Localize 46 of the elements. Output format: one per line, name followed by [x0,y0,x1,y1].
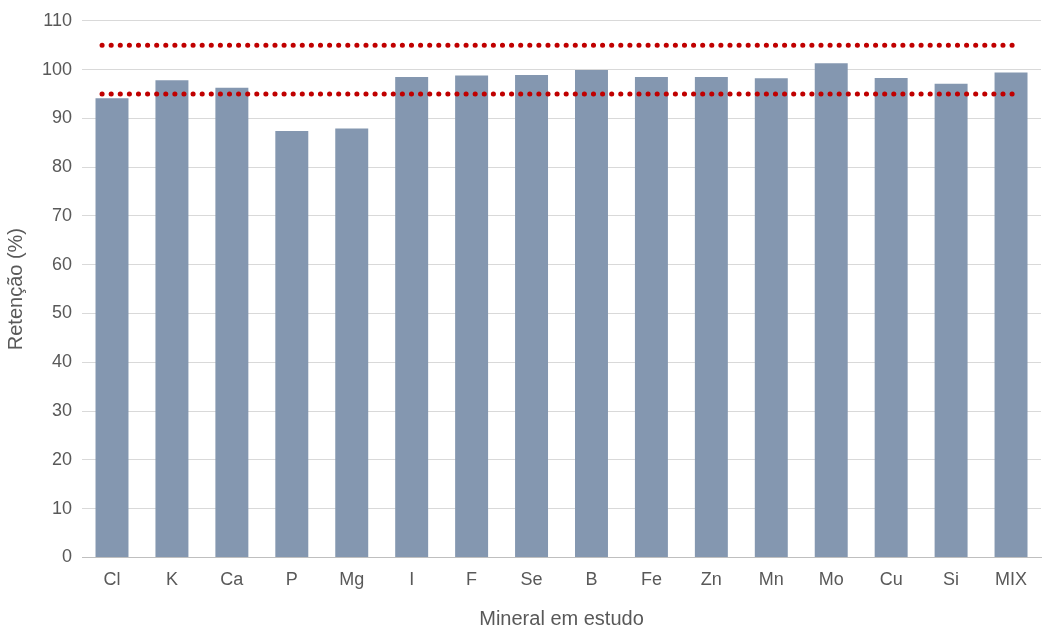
x-tick-label: P [285,569,298,590]
y-tick-label: 110 [43,9,73,30]
y-tick-label: 10 [52,497,73,518]
x-tick-label: K [165,569,178,590]
x-axis-title: Mineral em estudo [479,606,644,629]
x-tick-label: Mo [818,569,844,590]
y-tick-label: 60 [52,253,73,274]
y-tick-label: 30 [52,400,73,421]
x-tick-label: Ca [220,569,245,590]
y-tick-label: 70 [52,204,73,225]
bar [455,75,489,557]
x-tick-label: F [466,569,478,590]
x-tick-label: Cu [879,569,903,590]
bar [155,80,189,557]
x-tick-label: B [585,569,598,590]
y-tick-label: 40 [52,351,73,372]
bar [754,78,788,557]
x-tick-label: MIX [995,569,1028,590]
bar [575,70,608,557]
y-tick-label: 50 [52,302,73,323]
y-tick-label: 0 [62,546,73,567]
x-tick-label: I [409,569,415,590]
bar [395,76,429,557]
bar [994,72,1028,557]
x-tick-label: Mn [758,569,784,590]
bar [694,76,728,557]
y-tick-label: 90 [52,107,73,128]
bar [814,63,848,557]
bar [515,74,549,557]
y-tick-label: 80 [52,156,73,177]
y-tick-label: 100 [41,58,73,79]
bar [335,128,369,557]
bar [275,131,309,557]
x-tick-label: Fe [640,569,662,590]
x-tick-label: Cl [103,569,121,590]
y-axis-title: Retenção (%) [3,227,26,351]
x-tick-label: Zn [700,569,722,590]
bar [215,87,249,557]
bar [95,98,129,557]
bar [934,83,968,557]
x-tick-label: Se [520,569,543,590]
bar [874,77,908,557]
bar [634,76,668,557]
y-tick-label: 20 [52,448,73,469]
x-tick-label: Si [943,569,960,590]
x-tick-label: Mg [339,569,365,590]
